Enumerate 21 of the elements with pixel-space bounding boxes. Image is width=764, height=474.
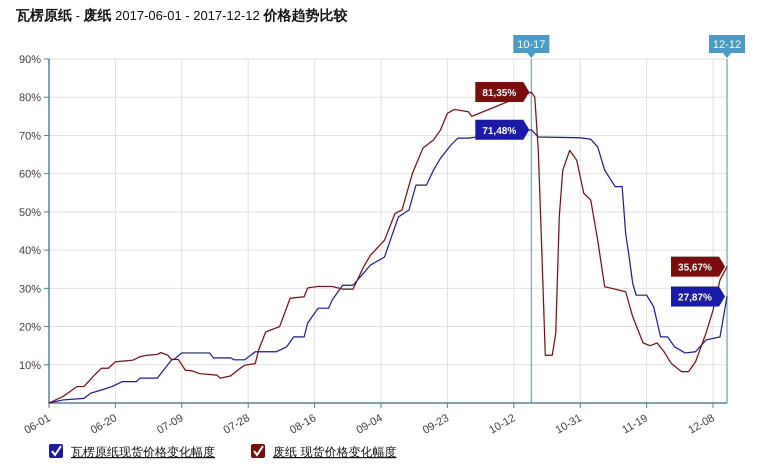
legend-label: 瓦楞原纸现货价格变化幅度 xyxy=(71,445,215,459)
y-tick-label: 60% xyxy=(18,168,42,181)
y-tick-label: 80% xyxy=(18,92,42,104)
y-tick-label: 50% xyxy=(18,206,42,219)
y-tick-label: 90% xyxy=(18,54,42,66)
x-tick-label: 06-20 xyxy=(88,412,120,437)
x-tick-label: 07-09 xyxy=(155,412,186,437)
y-tick-label: 70% xyxy=(18,130,42,142)
annotation: 27,87% xyxy=(678,292,712,304)
y-tick-label: 10% xyxy=(18,360,42,372)
y-tick-label: 20% xyxy=(18,322,42,334)
annotation: 81,35% xyxy=(482,88,516,100)
legend-label: 废纸 现货价格变化幅度 xyxy=(273,445,396,459)
chart-title: 瓦楞原纸 - 废纸 2017-06-01 - 2017-12-12 价格趋势比较 xyxy=(15,7,348,23)
y-tick-label: 40% xyxy=(18,245,42,258)
ref-line-label: 12-12 xyxy=(712,39,742,51)
ref-line-label: 10-17 xyxy=(517,39,546,51)
y-tick-label: 30% xyxy=(18,283,42,296)
annotation: 35,67% xyxy=(678,262,712,274)
annotation: 71,48% xyxy=(482,126,516,137)
x-tick-label: 06-01 xyxy=(22,412,53,437)
